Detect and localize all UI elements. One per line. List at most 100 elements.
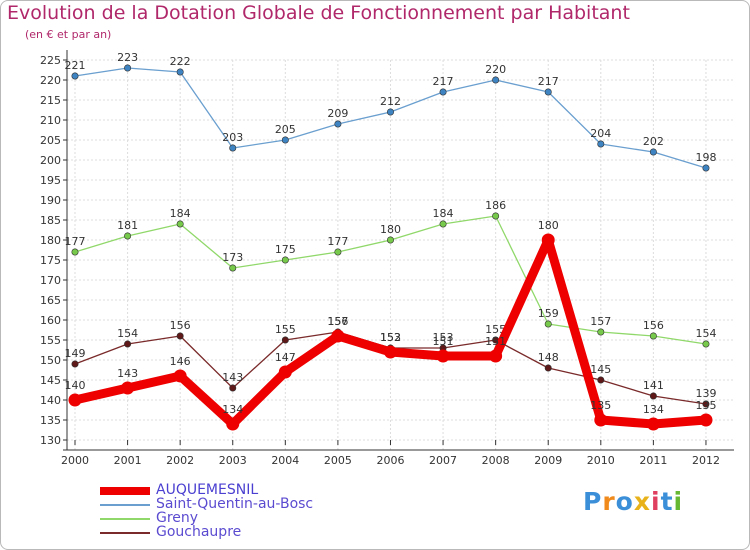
data-label: 141 <box>643 379 664 392</box>
data-point <box>649 332 657 340</box>
data-label: 222 <box>170 55 191 68</box>
data-label: 156 <box>327 315 348 328</box>
data-point <box>176 332 184 340</box>
data-point <box>541 233 555 247</box>
data-label: 151 <box>433 335 454 348</box>
data-label: 217 <box>433 75 454 88</box>
y-tick-label: 195 <box>40 174 61 187</box>
x-tick-label: 2005 <box>324 454 352 467</box>
data-label: 186 <box>485 199 506 212</box>
data-point <box>71 72 79 80</box>
legend-item-greny: Greny <box>100 510 360 526</box>
data-label: 202 <box>643 135 664 148</box>
data-point <box>124 64 132 72</box>
data-label: 143 <box>222 371 243 384</box>
series-auquemesnil: 140 143 146 134 147 156 152 151 151 180 135 134 135 <box>65 219 716 431</box>
data-point <box>702 164 710 172</box>
legend-label: Saint-Quentin-au-Bosc <box>156 496 314 512</box>
data-point <box>173 369 187 383</box>
data-label: 217 <box>538 75 559 88</box>
data-label: 184 <box>433 207 454 220</box>
data-label: 177 <box>327 235 348 248</box>
data-point <box>439 220 447 228</box>
data-label: 184 <box>170 207 191 220</box>
y-tick-label: 170 <box>40 274 61 287</box>
y-tick-label: 175 <box>40 254 61 267</box>
x-tick-label: 2012 <box>692 454 720 467</box>
y-tick-label: 150 <box>40 354 61 367</box>
data-label: 209 <box>327 107 348 120</box>
legend-label: Greny <box>156 510 199 526</box>
data-point <box>334 120 342 128</box>
y-tick-label: 135 <box>40 414 61 427</box>
data-label: 155 <box>485 323 506 336</box>
chart-title: Evolution de la Dotation Globale de Fonc… <box>7 2 630 24</box>
x-tick-label: 2006 <box>376 454 404 467</box>
chart-subtitle: (en € et par an) <box>25 28 112 41</box>
data-label: 205 <box>275 123 296 136</box>
series-saint-quentin-au-bosc: 221 223 222 203 205 209 212 217 220 217 204 202 198 <box>65 51 716 172</box>
data-point <box>226 417 240 431</box>
data-label: 152 <box>380 331 401 344</box>
data-point <box>386 236 394 244</box>
y-tick-label: 185 <box>40 214 61 227</box>
logo-letter: i <box>651 487 661 516</box>
data-label: 155 <box>275 323 296 336</box>
data-point <box>331 329 345 343</box>
data-label: 157 <box>590 315 611 328</box>
data-label: 139 <box>695 387 716 400</box>
y-tick-label: 200 <box>40 154 61 167</box>
data-label: 153 <box>380 331 401 344</box>
x-axis: 2000 2001 2002 2003 2004 2005 2006 2007 2008 2009… <box>61 60 720 467</box>
data-point <box>176 68 184 76</box>
data-point <box>229 264 237 272</box>
data-label: 157 <box>327 315 348 328</box>
y-tick-label: 140 <box>40 394 61 407</box>
logo-letter: x <box>633 487 651 516</box>
data-point <box>597 376 605 384</box>
data-point <box>281 256 289 264</box>
data-label: 135 <box>695 399 716 412</box>
y-tick-label: 165 <box>40 294 61 307</box>
data-label: 146 <box>170 355 191 368</box>
logo-letter: t <box>660 487 674 516</box>
data-label: 135 <box>590 399 611 412</box>
data-point <box>229 384 237 392</box>
data-label: 154 <box>695 327 716 340</box>
x-tick-label: 2008 <box>482 454 510 467</box>
data-point <box>124 232 132 240</box>
logo-letter: o <box>615 487 634 516</box>
data-point <box>71 360 79 368</box>
data-point <box>702 400 710 408</box>
data-point <box>68 393 82 407</box>
data-label: 181 <box>117 219 138 232</box>
y-tick-label: 145 <box>40 374 61 387</box>
proxiti-logo: Proxiti <box>583 487 683 516</box>
y-tick-label: 205 <box>40 134 61 147</box>
legend-item-saint-quentin-au-bosc: Saint-Quentin-au-Bosc <box>100 496 360 512</box>
data-label: 149 <box>65 347 86 360</box>
logo-letter: P <box>583 487 603 516</box>
data-label: 198 <box>695 151 716 164</box>
data-label: 212 <box>380 95 401 108</box>
data-label: 223 <box>117 51 138 64</box>
y-tick-label: 160 <box>40 314 61 327</box>
chart-legend: AUQUEMESNIL Saint-Quentin-au-Bosc Greny Gou… <box>100 483 360 540</box>
y-tick-label: 130 <box>40 434 61 447</box>
data-label: 140 <box>65 379 86 392</box>
data-label: 221 <box>65 59 86 72</box>
data-label: 148 <box>538 351 559 364</box>
y-axis: 130 135 140 145 150 155 160 165 170 175 180 185 190 1… <box>40 54 734 447</box>
data-label: 203 <box>222 131 243 144</box>
x-tick-label: 2001 <box>114 454 142 467</box>
data-point <box>597 328 605 336</box>
y-tick-label: 210 <box>40 114 61 127</box>
data-label: 134 <box>222 403 243 416</box>
data-point <box>597 140 605 148</box>
data-point <box>544 364 552 372</box>
data-point <box>646 417 660 431</box>
x-tick-label: 2003 <box>219 454 247 467</box>
data-point <box>436 349 450 363</box>
